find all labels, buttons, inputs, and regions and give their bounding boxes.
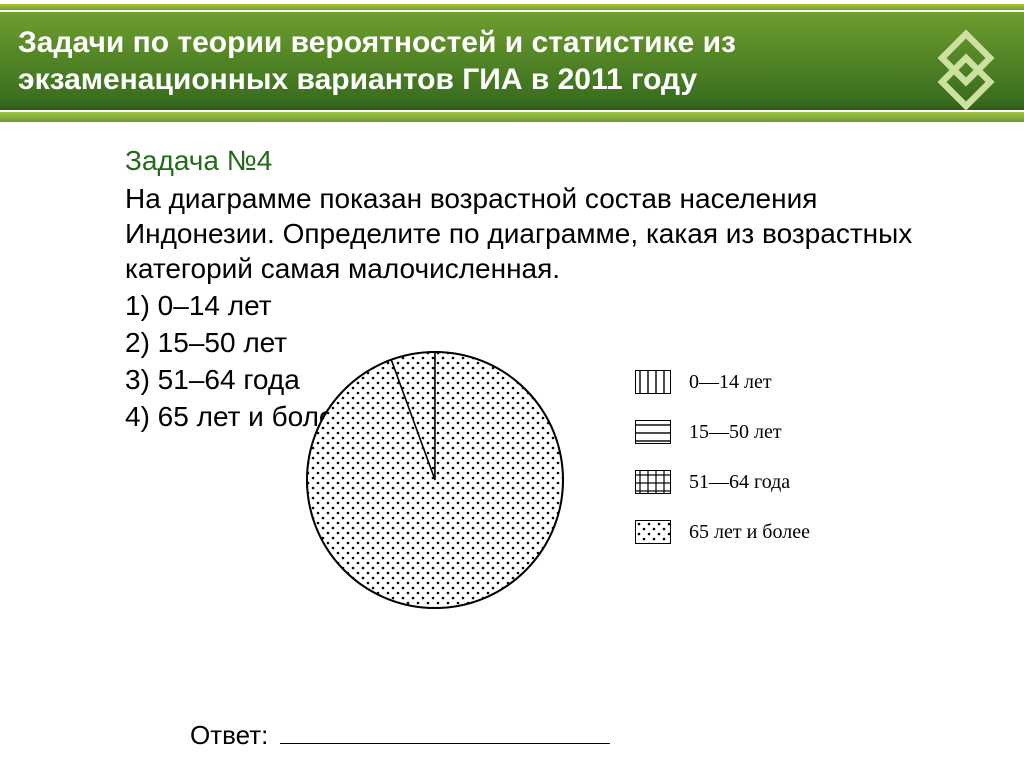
slide-header: Задачи по теории вероятностей и статисти… [0,0,1024,125]
legend-label: 51—64 года [689,471,790,494]
answer-blank [280,743,610,744]
header-accent-bottom [0,112,1024,122]
answer-label: Ответ: [190,720,268,750]
legend-item-4: 65 лет и более [635,520,810,544]
header-accent-top [0,4,1024,10]
pie-legend: 0—14 лет 15—50 лет 51—64 года 65 лет и б… [635,370,810,570]
title-line-1: Задачи по теории вероятностей и статисти… [18,26,736,59]
legend-item-2: 15—50 лет [635,420,810,444]
ornament-icon [926,30,1006,110]
slide-title: Задачи по теории вероятностей и статисти… [0,24,856,99]
legend-swatch-crosshatch [635,470,671,494]
legend-swatch-dots [635,520,671,544]
legend-item-3: 51—64 года [635,470,810,494]
legend-swatch-vertical [635,370,671,394]
header-main: Задачи по теории вероятностей и статисти… [0,12,1024,110]
title-line-2: экзаменационных вариантов ГИА в 2011 год… [18,63,697,96]
answer-row: Ответ: [190,720,610,751]
option-1: 1) 0–14 лет [125,288,964,323]
legend-swatch-horizontal [635,420,671,444]
legend-item-1: 0—14 лет [635,370,810,394]
legend-label: 0—14 лет [689,371,772,394]
pie-chart [305,350,567,617]
task-heading: Задача №4 [125,145,964,177]
legend-label: 65 лет и более [689,521,810,544]
legend-label: 15—50 лет [689,421,782,444]
task-body: На диаграмме показан возрастной состав н… [125,181,964,286]
